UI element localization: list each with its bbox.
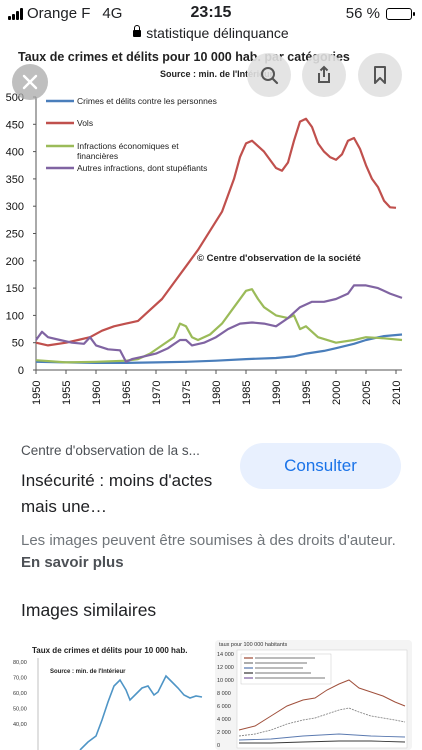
thumb2-y-label: 4 000: [217, 717, 231, 723]
series-line-4: [35, 284, 403, 363]
thumb1-y-label: 40,00: [13, 722, 27, 728]
result-title[interactable]: Insécurité : moins d'actes mais une…: [21, 471, 213, 516]
result-source[interactable]: Centre d'observation de la s...: [21, 443, 200, 458]
thumb2-title: taux pour 100 000 habitants: [219, 642, 287, 648]
url-bar[interactable]: statistique délinquance: [0, 25, 422, 47]
y-tick-label: 200: [6, 256, 24, 268]
thumb1-y-label: 50,00: [13, 707, 27, 713]
x-tick-label: 1960: [91, 381, 103, 405]
y-tick-label: 150: [6, 283, 24, 295]
lens-button[interactable]: [247, 53, 291, 97]
thumb1-y-label: 70,00: [13, 676, 27, 682]
battery-icon: [386, 7, 415, 20]
thumb2-chart: taux pour 100 000 habitants 14 000 12 000…: [215, 640, 412, 750]
legend-label: Vols: [77, 118, 93, 128]
x-ticks: 1950 1955 1960 1965 1970 1975 1980 1985 1990 1995…: [31, 370, 403, 405]
bookmark-icon: [374, 66, 386, 84]
y-tick-label: 400: [6, 147, 24, 159]
thumb1-source: Source : min. de l'Intérieur: [50, 669, 126, 675]
close-button[interactable]: [12, 64, 48, 100]
series-line-3: [35, 288, 403, 364]
similar-image-1[interactable]: Taux de crimes et délits pour 10 000 hab…: [10, 640, 207, 750]
series-lines: [35, 117, 403, 364]
share-button[interactable]: [302, 53, 346, 97]
y-tick-label: 450: [6, 119, 24, 131]
thumb1-y-label: 80,00: [13, 660, 27, 666]
lens-icon: [261, 67, 279, 85]
x-tick-label: 1970: [151, 381, 163, 405]
x-tick-label: 1965: [121, 381, 133, 405]
thumb2-line-1: [238, 679, 406, 731]
close-icon: [22, 74, 38, 90]
x-tick-label: 1990: [271, 381, 283, 405]
thumb1-title: Taux de crimes et délits pour 10 000 hab…: [32, 646, 187, 655]
y-tick-label: 0: [18, 365, 24, 377]
legend-label: Infractions économiques et financières: [77, 141, 179, 161]
chart-title: Taux de crimes et délits pour 10 000 hab…: [18, 50, 350, 64]
legend-label: Autres infractions, dont stupéfiants: [77, 163, 207, 173]
legend: Crimes et délits contre les personnes Vol…: [46, 96, 217, 173]
x-tick-label: 1975: [181, 381, 193, 405]
y-tick-label: 300: [6, 201, 24, 213]
series-line-1: [35, 333, 403, 364]
image-preview[interactable]: Taux de crimes et délits pour 10 000 hab…: [0, 47, 422, 417]
carrier-name: Orange F: [27, 5, 91, 22]
learn-more-link[interactable]: En savoir plus: [21, 554, 124, 571]
x-tick-label: 1985: [241, 381, 253, 405]
signal-icon: [8, 7, 23, 20]
x-tick-label: 2005: [361, 381, 373, 405]
thumb2-y-label: 12 000: [217, 665, 234, 671]
status-left: Orange F 4G: [8, 5, 122, 22]
thumb2-y-label: 8 000: [217, 691, 231, 697]
url-domain: statistique délinquance: [146, 25, 289, 41]
legend-label: Crimes et délits contre les personnes: [77, 96, 217, 106]
status-bar: Orange F 4G 23:15 56 %: [0, 0, 422, 28]
crime-rate-chart: Taux de crimes et délits pour 10 000 hab…: [6, 50, 403, 405]
series-line-2: [35, 117, 397, 347]
x-tick-label: 1950: [31, 381, 43, 405]
thumb2-y-label: 2 000: [217, 730, 231, 736]
bookmark-button[interactable]: [358, 53, 402, 97]
y-tick-label: 350: [6, 174, 24, 186]
clock: 23:15: [190, 4, 232, 21]
x-tick-label: 2010: [391, 381, 403, 405]
thumb1-y-labels: 80,00 70,00 60,00 50,00 40,00: [13, 660, 27, 728]
thumb2-line-3: [238, 733, 406, 741]
y-tick-label: 100: [6, 310, 24, 322]
network-type: 4G: [102, 5, 123, 22]
x-tick-label: 1995: [301, 381, 313, 405]
rights-text: Les images peuvent être soumises à des d…: [21, 532, 396, 549]
battery-percent: 56 %: [345, 5, 380, 22]
thumb2-line-4: [239, 740, 406, 744]
thumb2-line-2: [238, 707, 406, 737]
chart-source: Source : min. de l'Intérieur: [160, 69, 274, 79]
similar-image-2[interactable]: taux pour 100 000 habitants 14 000 12 000…: [215, 640, 412, 750]
status-right: 56 %: [345, 5, 415, 22]
lock-icon: [133, 25, 142, 37]
thumb2-y-label: 10 000: [217, 678, 234, 684]
chart-annotation: © Centre d'observation de la société: [197, 253, 361, 264]
thumb1-chart: Taux de crimes et délits pour 10 000 hab…: [13, 646, 203, 750]
copyright-notice: Les images peuvent être soumises à des d…: [21, 530, 401, 574]
x-tick-label: 2000: [331, 381, 343, 405]
thumb1-y-label: 60,00: [13, 691, 27, 697]
thumb2-y-label: 14 000: [217, 652, 234, 658]
y-tick-label: 50: [12, 338, 24, 350]
thumb2-y-label: 6 000: [217, 704, 231, 710]
y-tick-label: 250: [6, 229, 24, 241]
thumb1-line: [79, 674, 203, 750]
share-icon: [318, 65, 330, 83]
thumb2-y-label: 0: [217, 743, 220, 749]
x-tick-label: 1955: [61, 381, 73, 405]
thumb2-y-labels: 14 000 12 000 10 000 8 000 6 000 4 000 2 000 0: [217, 652, 234, 749]
x-tick-label: 1980: [211, 381, 223, 405]
consult-button[interactable]: Consulter: [240, 443, 401, 489]
similar-images-heading: Images similaires: [21, 600, 157, 620]
